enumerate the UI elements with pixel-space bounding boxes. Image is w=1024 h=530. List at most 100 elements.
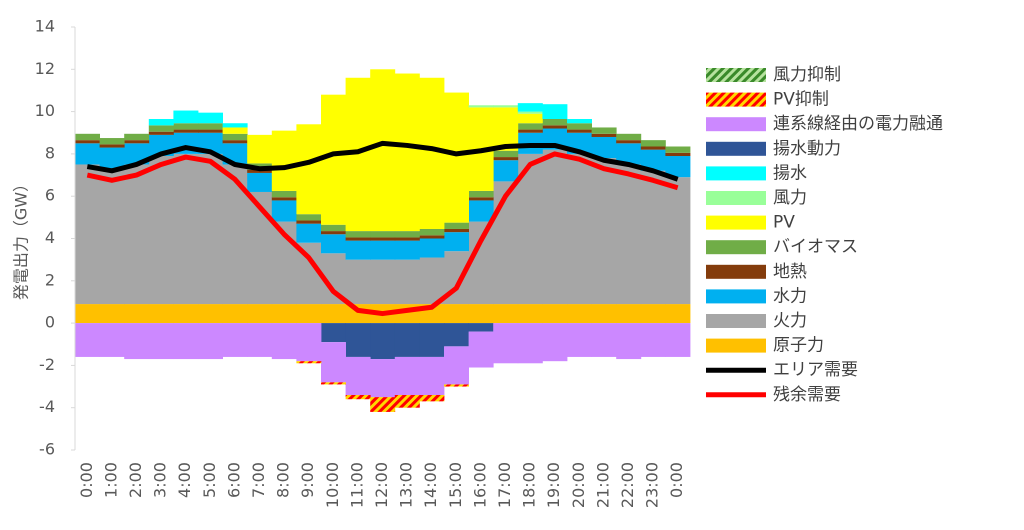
x-tick-label: 3:00 [151, 462, 170, 498]
bar-segment [296, 304, 322, 324]
bar-segment [173, 153, 199, 305]
bar-segment [419, 235, 445, 239]
x-tick-label: 13:00 [397, 462, 416, 508]
bar-segment [370, 397, 396, 412]
bar-segment [370, 237, 396, 241]
x-tick-label: 17:00 [495, 462, 514, 508]
line-series [86, 151, 679, 317]
y-tick-label: 12 [35, 59, 55, 78]
legend-label: 地熱 [773, 262, 807, 282]
legend-label: PV [773, 213, 795, 233]
bar-segment [468, 190, 494, 198]
bar-segment [124, 140, 150, 144]
bar-segment [124, 133, 150, 141]
x-tick-label: 12:00 [372, 462, 391, 508]
bar-segment [616, 323, 642, 360]
x-tick-label: 23:00 [643, 462, 662, 508]
bar-segment [345, 395, 371, 400]
bar-segment [173, 129, 199, 133]
bar-segment [616, 164, 642, 305]
bar-segment [222, 304, 248, 324]
bar-segment [542, 125, 568, 129]
bar-segment [394, 73, 420, 232]
x-tick-label: 19:00 [544, 462, 563, 508]
legend-label: バイオマス [773, 237, 858, 257]
legend-swatch [706, 240, 766, 255]
bar-segment [370, 259, 396, 305]
line-series [86, 140, 679, 182]
y-tick-label: 14 [35, 17, 55, 36]
bar-segment [271, 200, 297, 222]
bar-segment [517, 113, 543, 124]
bar-segment [99, 304, 125, 324]
bar-segment [222, 140, 248, 144]
legend-label: 連系線経由の電力融通 [773, 114, 943, 134]
legend-swatch [706, 68, 766, 82]
legend-swatch [706, 117, 766, 132]
legend-label: 揚水動力 [773, 139, 841, 159]
bar-segment [99, 168, 125, 305]
bar-segment [468, 197, 494, 201]
bar-segment [542, 323, 568, 362]
bar-segment [493, 323, 519, 364]
bar-segment [148, 156, 174, 305]
bar-segment [419, 77, 445, 229]
bar-segment [247, 134, 273, 164]
bar-segment [296, 323, 322, 362]
bar-segment [321, 234, 346, 254]
x-tick-label: 16:00 [470, 462, 489, 508]
legend-label: 風力 [773, 188, 807, 208]
y-tick-label: -2 [39, 355, 55, 374]
bar-segment [567, 153, 592, 305]
bar-segment [493, 150, 519, 158]
bar-segment [173, 123, 199, 130]
bar-segment [124, 164, 150, 305]
bar-segment [321, 224, 346, 232]
bar-segment [567, 123, 592, 130]
bar-segment [419, 323, 445, 357]
bar-segment [296, 214, 322, 221]
bar-segment [591, 323, 617, 357]
x-tick-label: 8:00 [274, 462, 293, 498]
legend-label: 原子力 [773, 336, 824, 356]
legend-label: 火力 [773, 311, 807, 331]
x-tick-label: 10:00 [323, 462, 342, 508]
bar-segment [616, 143, 642, 165]
bar-segment [222, 127, 248, 134]
x-tick-label: 0:00 [77, 462, 96, 498]
bar-segment [321, 382, 346, 385]
legend-label: エリア需要 [773, 360, 858, 380]
bar-segment [394, 231, 420, 238]
bar-segment [198, 304, 223, 324]
bar-segment [616, 140, 642, 144]
bar-segment [468, 331, 494, 368]
bar-segment [296, 223, 322, 243]
bar-segment [468, 304, 494, 324]
bar-segment [198, 129, 223, 133]
bar-segment [444, 232, 469, 252]
bar-segment [517, 111, 543, 114]
bar-segment [247, 304, 273, 324]
bar-segment [99, 138, 125, 145]
bar-segment [173, 323, 199, 360]
bar-segment [419, 257, 445, 305]
bar-segment [419, 356, 445, 396]
bar-segment [345, 237, 371, 241]
legend-label: 揚水 [773, 163, 807, 183]
bar-segment [198, 112, 223, 124]
bar-segment [222, 323, 248, 357]
bar-segment [345, 240, 371, 260]
bar-segment [493, 157, 519, 161]
bar-segment [542, 119, 568, 126]
bar-segment [665, 152, 691, 157]
bar-segment [419, 228, 445, 236]
bar-segment [665, 146, 691, 153]
bar-segment [542, 104, 568, 120]
bar-segment [591, 304, 617, 324]
bar-segment [394, 259, 420, 305]
bar-segment [444, 228, 469, 233]
bar-segment [247, 169, 273, 173]
bar-segment [591, 133, 617, 137]
bar-segment [640, 304, 666, 324]
